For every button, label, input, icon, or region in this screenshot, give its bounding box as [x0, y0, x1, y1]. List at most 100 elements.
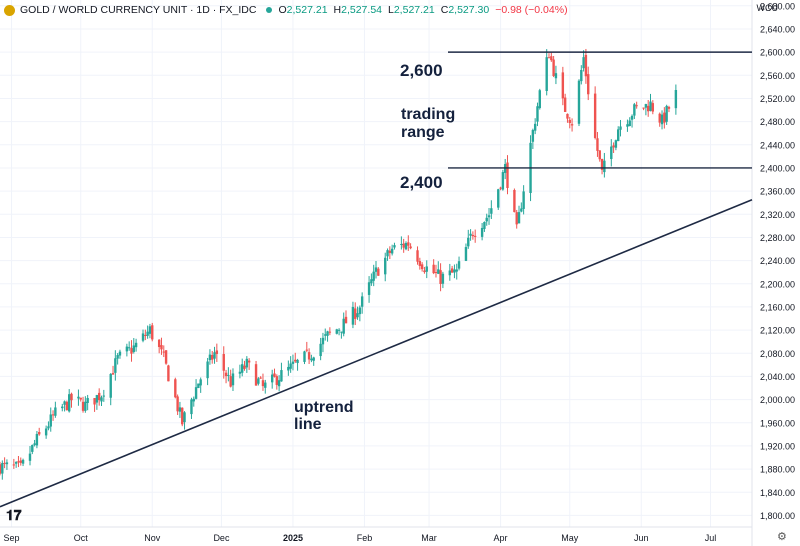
candle-body — [183, 412, 186, 423]
candle-body — [118, 351, 122, 356]
candle-body — [245, 358, 249, 368]
candle-body — [646, 105, 650, 112]
y-tick-label: 2,640.00 — [760, 24, 795, 34]
candle-body — [227, 374, 230, 376]
candle-body — [635, 105, 638, 107]
candle-body — [372, 271, 375, 281]
y-tick-label: 2,040.00 — [760, 372, 795, 382]
candle-body — [162, 351, 165, 353]
candle-body — [584, 54, 588, 77]
y-tick-label: 2,000.00 — [760, 395, 795, 405]
symbol-name[interactable]: GOLD / WORLD CURRENCY UNIT · 1D · FX_IDC — [20, 4, 257, 16]
candle-body — [238, 371, 242, 374]
candle-body — [450, 268, 454, 273]
candle-body — [206, 361, 209, 379]
candle-body — [423, 270, 426, 273]
candle-body — [213, 352, 216, 359]
candle-body — [485, 217, 488, 222]
candle-body — [404, 242, 408, 250]
candle-body — [280, 370, 283, 382]
candle-body — [674, 90, 678, 109]
candle-body — [289, 363, 292, 369]
candle-body — [261, 380, 265, 387]
candle-body — [455, 269, 458, 272]
candle-body — [342, 318, 345, 334]
candle-body — [264, 382, 267, 388]
candle-body — [125, 346, 129, 352]
candle-body — [610, 146, 613, 160]
candle-body — [130, 348, 133, 354]
candle-body — [596, 138, 599, 151]
y-tick-label: 1,960.00 — [760, 418, 795, 428]
candle-body — [79, 397, 82, 400]
candle-body — [176, 396, 179, 412]
candle-body — [247, 360, 251, 363]
gold-coin-icon — [4, 4, 15, 16]
candle-body — [44, 428, 48, 436]
candle-body — [467, 237, 470, 247]
candle-body — [517, 212, 521, 224]
candle-body — [310, 358, 313, 361]
candle-body — [211, 355, 214, 360]
candle-body — [439, 270, 442, 284]
symbol-header[interactable]: GOLD / WORLD CURRENCY UNIT · 1D · FX_IDC… — [4, 2, 568, 18]
y-tick-label: 2,320.00 — [760, 210, 795, 220]
uptrend-line-label-2: line — [294, 416, 322, 433]
y-tick-label: 2,240.00 — [760, 256, 795, 266]
currency-unit[interactable]: WCU — [756, 3, 779, 13]
candle-body — [70, 393, 73, 401]
candle-body — [660, 114, 664, 125]
candle-body — [351, 306, 355, 325]
candle-body — [294, 359, 297, 362]
y-tick-label: 2,480.00 — [760, 117, 795, 127]
y-tick-label: 1,880.00 — [760, 465, 795, 475]
candle-body — [561, 72, 565, 99]
candle-body — [178, 407, 182, 412]
open-value: 2,527.21 — [286, 4, 328, 16]
candle-body — [95, 395, 99, 403]
candle-body — [229, 376, 232, 387]
candle-body — [499, 187, 502, 189]
candle-body — [471, 234, 475, 237]
candle-body — [157, 339, 161, 348]
candle-body — [665, 105, 668, 122]
market-status-icon — [266, 7, 273, 13]
tradingview-logo-icon[interactable]: 𝟏𝟕 — [6, 507, 22, 523]
candle-body — [194, 387, 198, 399]
candle-body — [337, 329, 341, 331]
candle-body — [116, 355, 119, 359]
candle-body — [550, 56, 553, 61]
candle-body — [21, 459, 25, 464]
candle-body — [132, 345, 135, 352]
candle-body — [127, 347, 131, 349]
candle-body — [538, 90, 541, 109]
candle-body — [441, 273, 445, 284]
candle-body — [109, 373, 112, 398]
candle-body — [319, 343, 322, 357]
low-label: L — [388, 4, 394, 16]
candle-body — [307, 352, 311, 360]
candle-body — [418, 261, 422, 266]
y-tick-label: 2,600.00 — [760, 48, 795, 58]
candle-body — [360, 296, 364, 307]
candle-body — [448, 270, 452, 276]
candle-body — [192, 398, 195, 402]
candle-body — [167, 365, 170, 382]
candle-body — [215, 350, 219, 354]
candle-body — [393, 245, 396, 248]
candle-body — [111, 373, 115, 375]
candle-body — [386, 250, 389, 257]
x-tick-label: Mar — [421, 533, 437, 543]
x-tick-label: Dec — [213, 533, 230, 543]
level-2400-label: 2,400 — [400, 173, 443, 192]
y-tick-label: 1,840.00 — [760, 488, 795, 498]
gear-icon[interactable]: ⚙ — [777, 531, 787, 543]
candle-body — [277, 380, 281, 387]
candle-body — [257, 378, 260, 384]
candle-body — [303, 351, 306, 362]
candle-body — [626, 124, 629, 127]
candle-body — [464, 247, 468, 261]
candle-body — [407, 242, 410, 246]
candle-body — [86, 397, 89, 403]
